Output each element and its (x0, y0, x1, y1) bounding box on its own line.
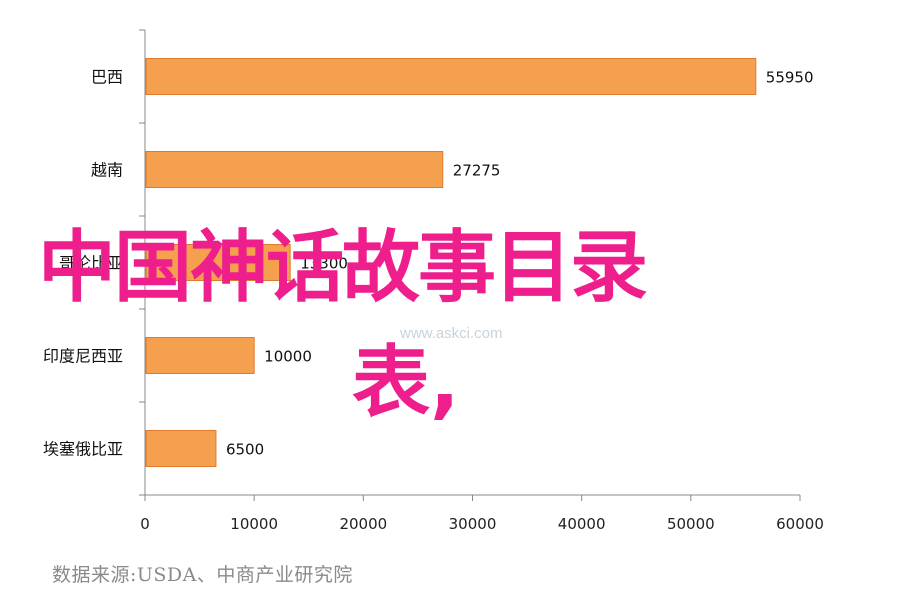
x-tick-label: 30000 (449, 515, 497, 533)
x-tick-label: 20000 (339, 515, 387, 533)
x-tick-label: 40000 (558, 515, 606, 533)
bar (145, 151, 444, 188)
overlay-title-line1: 中国神话故事目录 (38, 223, 648, 313)
watermark-url: www.askci.com (400, 325, 503, 342)
data-label: 55950 (766, 69, 814, 87)
x-tick-label: 60000 (776, 515, 824, 533)
source-note: 数据来源:USDA、中商产业研究院 (52, 564, 353, 586)
data-label: 6500 (226, 441, 264, 459)
category-label: 印度尼西亚 (43, 347, 123, 366)
bar (145, 58, 757, 95)
bar (145, 337, 255, 374)
x-tick-label: 0 (140, 515, 150, 533)
bar (145, 430, 217, 467)
x-tick-label: 50000 (667, 515, 715, 533)
category-label: 哥伦比亚 (59, 254, 123, 273)
data-label: 27275 (453, 162, 501, 180)
bar (145, 244, 291, 281)
category-label: 埃塞俄比亚 (43, 440, 123, 459)
category-label: 越南 (91, 161, 123, 180)
category-label: 巴西 (91, 68, 123, 87)
x-tick-label: 10000 (230, 515, 278, 533)
data-label: 13300 (300, 255, 348, 273)
overlay-title-line2: 表, (352, 338, 460, 428)
data-label: 10000 (264, 348, 312, 366)
